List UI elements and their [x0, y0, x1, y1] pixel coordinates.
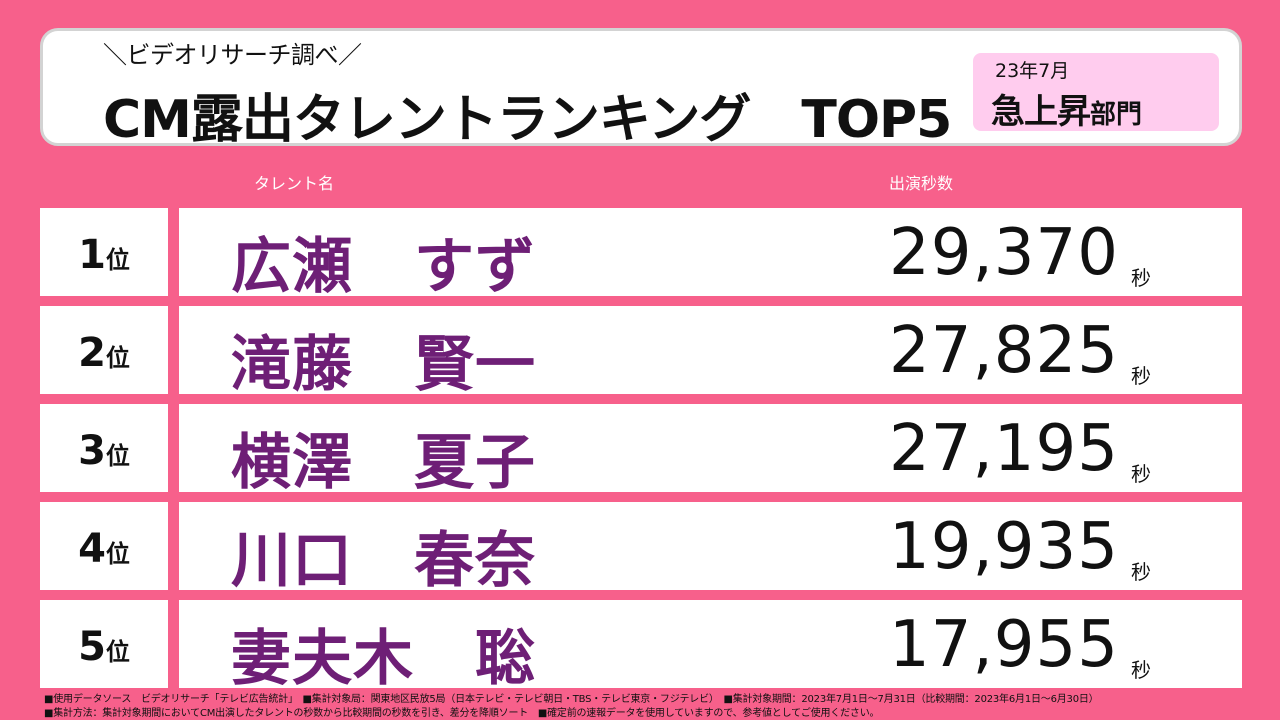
rank-suffix: 位 — [105, 246, 130, 274]
seconds-value: 27,825 — [889, 314, 1119, 388]
category-badge: 23年7月 急上昇部門 — [973, 53, 1219, 133]
category-sub: 部門 — [1090, 100, 1143, 130]
talent-name: 滝藤 賢一 — [231, 330, 536, 400]
footnote-source: ■使用データソース ビデオリサーチ「テレビ広告統計」 ■集計対象局：関東地区民放… — [44, 694, 1099, 705]
seconds-unit: 秒 — [1131, 462, 1151, 486]
column-header-name: タレント名 — [254, 174, 335, 193]
rank-suffix: 位 — [105, 442, 130, 470]
title-panel: ＼ビデオリサーチ調べ／ CM露出タレントランキング TOP5 23年7月 急上昇… — [40, 28, 1242, 150]
seconds-value: 27,195 — [889, 412, 1119, 486]
rank-number: 4 — [78, 526, 106, 572]
talent-panel: 妻夫木 聡 17,955 秒 — [179, 600, 1242, 694]
category-main: 急上昇 — [991, 92, 1091, 132]
talent-panel: 滝藤 賢一 27,825 秒 — [179, 306, 1242, 400]
page-title: CM露出タレントランキング TOP5 — [103, 90, 952, 150]
footnote-method: ■集計方法：集計対象期間においてCM出演したタレントの秒数から比較期間の秒数を引… — [44, 708, 880, 719]
talent-name: 横澤 夏子 — [231, 428, 536, 498]
talent-name: 広瀬 すず — [231, 232, 536, 302]
seconds-unit: 秒 — [1131, 364, 1151, 388]
talent-panel: 広瀬 すず 29,370 秒 — [179, 208, 1242, 302]
talent-panel: 横澤 夏子 27,195 秒 — [179, 404, 1242, 498]
rank-number: 1 — [78, 232, 106, 278]
seconds-value: 17,955 — [889, 608, 1119, 682]
talent-name: 妻夫木 聡 — [231, 624, 536, 694]
talent-name: 川口 春奈 — [231, 526, 536, 596]
talent-panel: 川口 春奈 19,935 秒 — [179, 502, 1242, 596]
seconds-unit: 秒 — [1131, 266, 1151, 290]
seconds-unit: 秒 — [1131, 560, 1151, 584]
seconds-value: 29,370 — [889, 216, 1119, 290]
category-label: 急上昇部門 — [991, 84, 1142, 133]
rank-suffix: 位 — [105, 344, 130, 372]
category-date: 23年7月 — [995, 60, 1070, 82]
seconds-unit: 秒 — [1131, 658, 1151, 682]
rank-number: 3 — [78, 428, 106, 474]
seconds-value: 19,935 — [889, 510, 1119, 584]
column-header-seconds: 出演秒数 — [889, 174, 954, 193]
rank-suffix: 位 — [105, 638, 130, 666]
rank-number: 5 — [78, 624, 106, 670]
rank-suffix: 位 — [105, 540, 130, 568]
subtitle: ＼ビデオリサーチ調べ／ — [103, 41, 362, 69]
rank-number: 2 — [78, 330, 106, 376]
